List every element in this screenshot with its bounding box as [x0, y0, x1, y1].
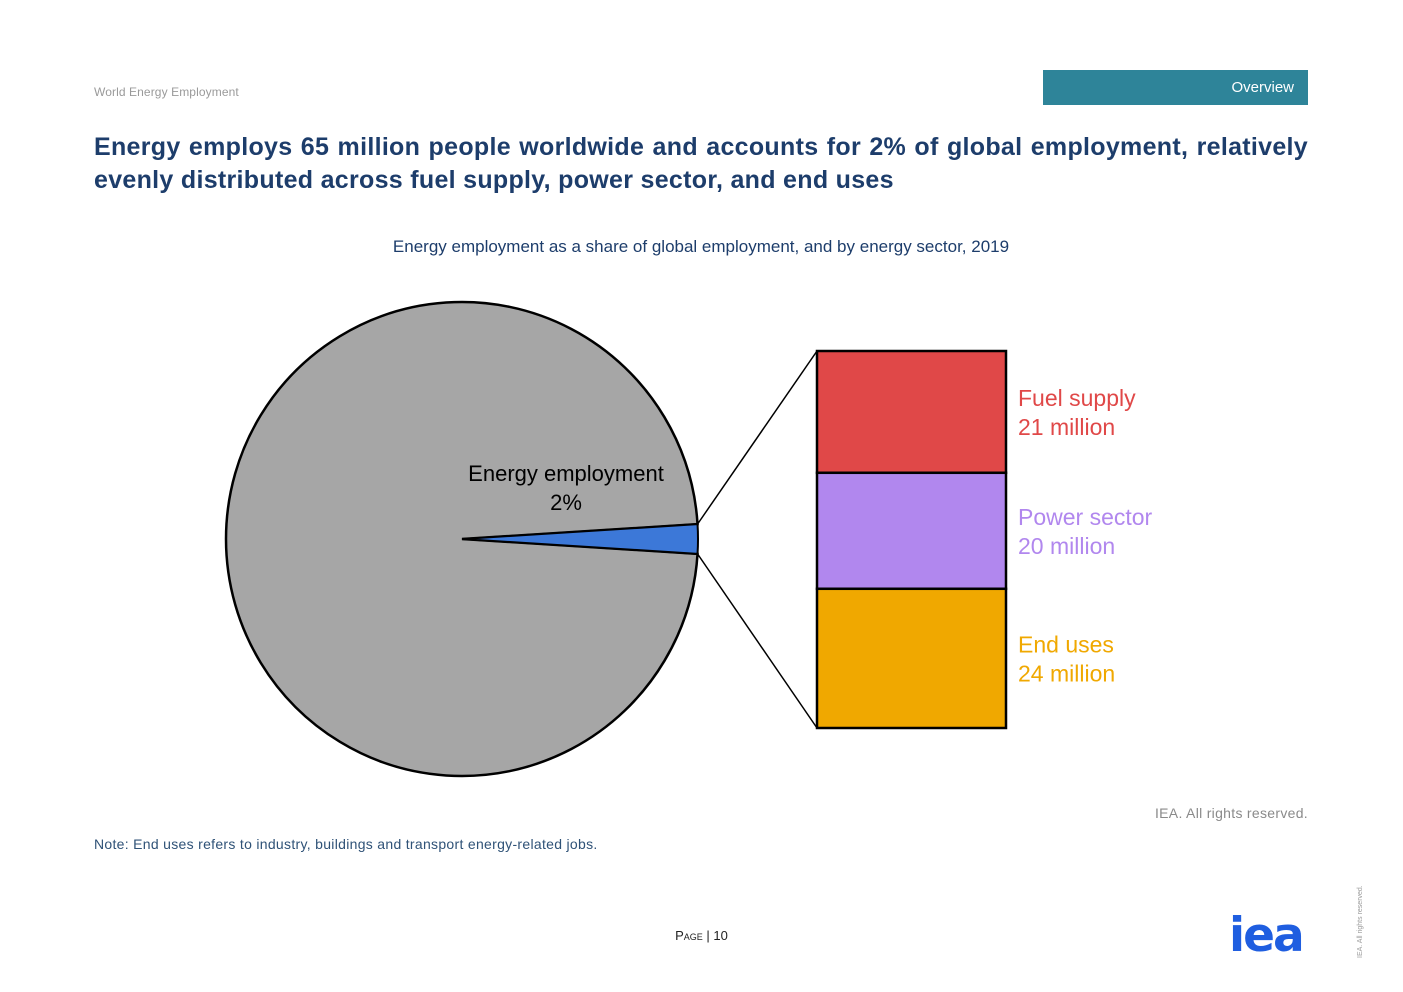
bar-segment-value-power-sector: 20 million [1018, 533, 1115, 559]
section-tab-label: Overview [1231, 79, 1294, 96]
chart-title: Energy employment as a share of global e… [392, 237, 1010, 256]
pie-slice-label: Energy employment [468, 461, 664, 486]
connector-line-top [696, 350, 818, 525]
bar-segment-value-fuel-supply: 21 million [1018, 414, 1115, 440]
copyright-notice: IEA. All rights reserved. [1154, 805, 1308, 821]
bar-segment-label-power-sector: Power sector [1018, 504, 1153, 530]
pie-slice-value-label: 2% [550, 490, 582, 515]
page-number: Page | 10 [675, 928, 728, 943]
vertical-rights-text: IEA. All rights reserved. [1357, 885, 1364, 958]
pie-slice-energy-employment [461, 523, 699, 555]
page-headline: Energy employs 65 million people worldwi… [94, 133, 1308, 194]
page-label: Page [675, 928, 703, 943]
pie-slice-other [224, 300, 699, 778]
chart-note: Note: End uses refers to industry, build… [94, 836, 598, 852]
bar-segment-power-sector [815, 471, 1008, 591]
report-name: World Energy Employment [94, 85, 239, 99]
page-number-value: 10 [713, 928, 728, 943]
bar-segment-label-end-uses: End uses [1018, 631, 1114, 657]
bar-segment-fuel-supply [815, 349, 1008, 475]
bar-segment-label-fuel-supply: Fuel supply [1018, 385, 1136, 411]
bar-segment-value-end-uses: 24 million [1018, 660, 1115, 686]
bar-segment-end-uses [815, 587, 1008, 730]
section-tab-overview[interactable]: Overview [1043, 70, 1308, 105]
iea-logo: iea [1229, 908, 1305, 963]
connector-line-bottom [696, 553, 818, 729]
